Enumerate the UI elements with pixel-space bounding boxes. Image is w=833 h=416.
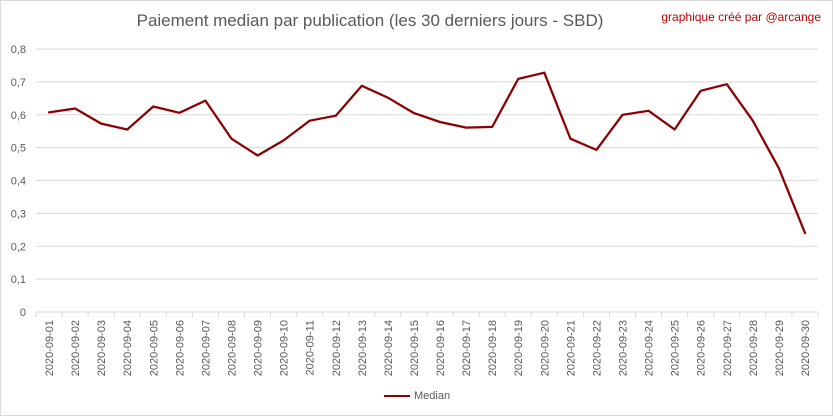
grid-lines [36,48,818,313]
series-layer [47,71,807,235]
x-tick-label: 2020-09-29 [774,320,786,376]
x-tick-label: 2020-09-09 [253,320,265,376]
y-tick-label: 0,6 [11,110,26,122]
chart-title: Paiement median par publication (les 30 … [136,11,604,30]
y-tick-label: 0,4 [11,176,26,188]
y-axis-ticks: 0 0,1 0,2 0,3 0,4 0,5 0,6 0,7 0,8 [11,44,26,319]
x-tick-label: 2020-09-20 [539,320,551,376]
x-tick-label: 2020-09-18 [487,320,499,376]
x-tick-label: 2020-09-10 [279,320,291,376]
x-tick-label: 2020-09-25 [670,320,682,376]
x-tick-label: 2020-09-19 [513,320,525,376]
x-tick-label: 2020-09-11 [305,320,317,375]
x-tick-label: 2020-09-28 [748,320,760,376]
y-tick-label: 0,1 [11,274,26,286]
x-tick-label: 2020-09-16 [435,320,447,376]
x-tick-label: 2020-09-12 [331,320,343,376]
x-tick-label: 2020-09-26 [696,320,708,376]
x-tick-label: 2020-09-30 [800,320,812,376]
x-tick-label: 2020-09-04 [122,320,134,376]
x-tick-label: 2020-09-24 [644,320,656,376]
x-tick-label: 2020-09-23 [618,320,630,376]
y-tick-label: 0,7 [11,77,26,89]
x-tick-label: 2020-09-14 [383,320,395,376]
x-tick-label: 2020-09-07 [200,320,212,376]
legend: Median [384,388,450,404]
x-tick-label: 2020-09-08 [227,320,239,376]
x-tick-label: 2020-09-17 [461,320,473,376]
x-tick-label: 2020-09-01 [44,320,56,376]
x-axis-ticks: 2020-09-01 2020-09-02 2020-09-03 2020-09-04… [35,312,819,376]
y-tick-label: 0,8 [11,44,26,56]
series-line-median [47,71,807,235]
x-tick-label: 2020-09-22 [591,320,603,376]
x-tick-label: 2020-09-03 [96,320,108,376]
legend-swatch-median [384,395,410,397]
y-tick-label: 0 [20,307,26,319]
x-tick-label: 2020-09-15 [409,320,421,376]
x-tick-label: 2020-09-05 [148,320,160,376]
x-tick-label: 2020-09-02 [70,320,82,376]
credit-label: graphique créé par @arcange [661,10,821,24]
x-tick-label: 2020-09-06 [174,320,186,376]
x-tick-label: 2020-09-27 [722,320,734,376]
x-tick-label: 2020-09-13 [357,320,369,376]
y-tick-label: 0,3 [11,208,26,220]
legend-label-median: Median [414,390,451,402]
y-tick-label: 0,5 [11,143,26,155]
y-tick-label: 0,2 [11,241,26,253]
x-tick-label: 2020-09-21 [565,320,577,376]
